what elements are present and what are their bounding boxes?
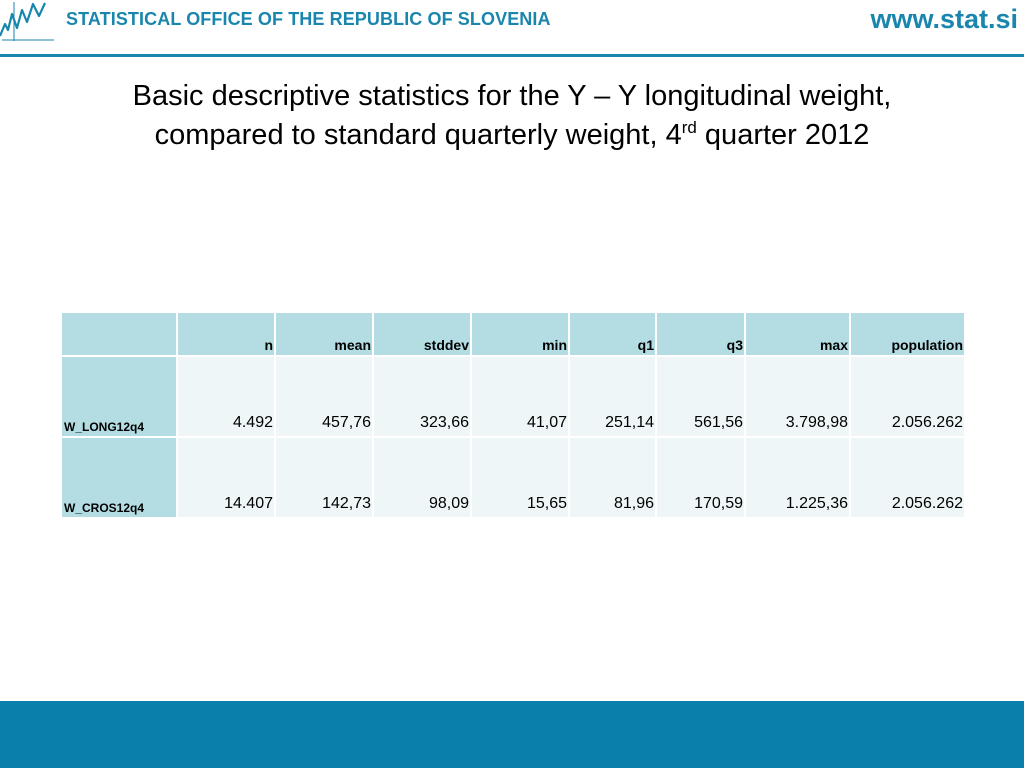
table-cell: 3.798,98 [744,355,851,438]
table-cell: 561,56 [655,355,746,438]
table-row: W_LONG12q4 4.492 457,76 323,66 41,07 251… [60,355,966,438]
column-header-q1: q1 [568,311,657,357]
table-header-row: n mean stddev min q1 q3 max population [60,311,966,357]
table-cell: 170,59 [655,436,746,519]
table-cell: 15,65 [470,436,570,519]
title-line-2-end: quarter 2012 [696,119,870,151]
title-line-1: Basic descriptive statistics for the Y –… [132,80,892,112]
organization-name: STATISTICAL OFFICE OF THE REPUBLIC OF SL… [66,9,551,29]
table-cell: 1.225,36 [744,436,851,519]
table-cell: 14.407 [176,436,276,519]
statistics-table: n mean stddev min q1 q3 max population W… [60,311,966,519]
table-row: W_CROS12q4 14.407 142,73 98,09 15,65 81,… [60,436,966,519]
statistical-office-logo-icon [0,2,54,41]
table-cell: 2.056.262 [849,355,966,438]
column-header-max: max [744,311,851,357]
column-header-min: min [470,311,570,357]
column-header-mean: mean [274,311,374,357]
column-header-empty [60,311,178,357]
column-header-q3: q3 [655,311,746,357]
row-label: W_LONG12q4 [60,355,178,438]
slide-title: Basic descriptive statistics for the Y –… [20,77,1004,155]
column-header-population: population [849,311,966,357]
table-cell: 457,76 [274,355,374,438]
column-header-n: n [176,311,276,357]
table-cell: 142,73 [274,436,374,519]
table-cell: 41,07 [470,355,570,438]
header-divider [0,54,1024,57]
table-cell: 323,66 [372,355,472,438]
table-cell: 98,09 [372,436,472,519]
table-cell: 251,14 [568,355,657,438]
footer-bar [0,701,1024,768]
row-label: W_CROS12q4 [60,436,178,519]
title-ordinal-suffix: rd [681,118,697,137]
title-line-2: compared to standard quarterly weight, 4 [154,119,682,151]
column-header-stddev: stddev [372,311,472,357]
website-url[interactable]: www.stat.si [870,4,1018,34]
table-cell: 2.056.262 [849,436,966,519]
table-cell: 4.492 [176,355,276,438]
table-cell: 81,96 [568,436,657,519]
header: STATISTICAL OFFICE OF THE REPUBLIC OF SL… [0,0,1024,57]
